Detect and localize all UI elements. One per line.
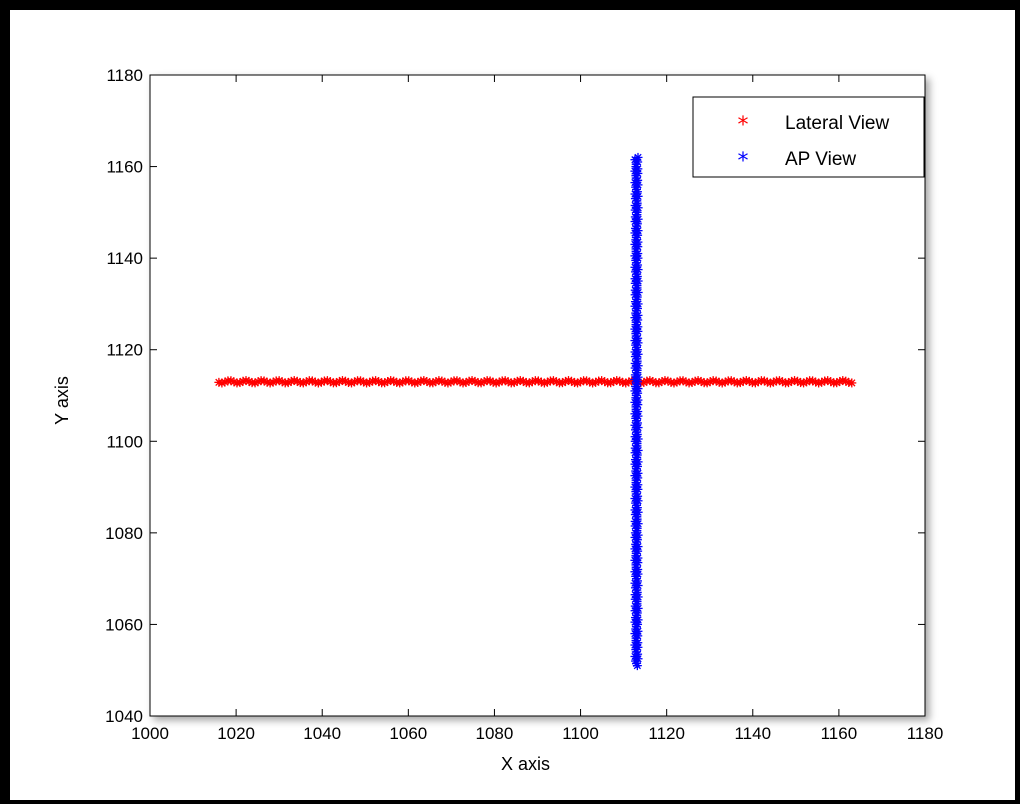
- x-tick-label: 1060: [389, 724, 427, 743]
- legend-box: [692, 96, 925, 178]
- plot-area: [149, 74, 926, 717]
- y-tick-label: 1060: [105, 615, 143, 634]
- lateral-view-marker: [720, 377, 730, 387]
- x-tick-label: 1180: [907, 724, 944, 743]
- y-tick-label: 1160: [106, 158, 143, 177]
- legend-label-ap: AP View: [785, 149, 856, 170]
- ap-view-marker: [633, 152, 643, 162]
- x-tick-label: 1040: [303, 724, 341, 743]
- y-tick-label: 1100: [106, 432, 143, 451]
- legend: * Lateral View * AP View: [692, 96, 925, 178]
- y-tick-label: 1120: [106, 341, 143, 360]
- x-tick-label: 1000: [131, 724, 169, 743]
- x-tick-label: 1100: [562, 724, 599, 743]
- axes-layer: 1000 1020 1040 1060 1080 1100 1120 1140 1160 1180…: [105, 66, 943, 743]
- lateral-view-marker: [331, 378, 341, 388]
- y-tick-label: 1040: [105, 707, 143, 726]
- lateral-view-marker: [847, 378, 857, 388]
- x-tick-label: 1080: [476, 724, 514, 743]
- y-axis-title: Y axis: [52, 376, 72, 425]
- y-tick-label: 1140: [106, 249, 143, 268]
- y-tick-label: 1180: [106, 66, 143, 85]
- legend-marker-lateral: *: [738, 113, 749, 138]
- x-tick-label: 1140: [734, 724, 771, 743]
- scatter-chart: 1000 1020 1040 1060 1080 1100 1120 1140 1160 1180…: [52, 66, 943, 774]
- legend-label-lateral: Lateral View: [785, 113, 889, 134]
- y-tick-label: 1080: [105, 524, 143, 543]
- x-tick-label: 1020: [217, 724, 255, 743]
- x-axis-title: X axis: [501, 754, 550, 774]
- x-tick-label: 1120: [648, 724, 685, 743]
- series-layer: [214, 152, 857, 671]
- x-tick-label: 1160: [821, 724, 858, 743]
- legend-marker-ap: *: [738, 149, 749, 174]
